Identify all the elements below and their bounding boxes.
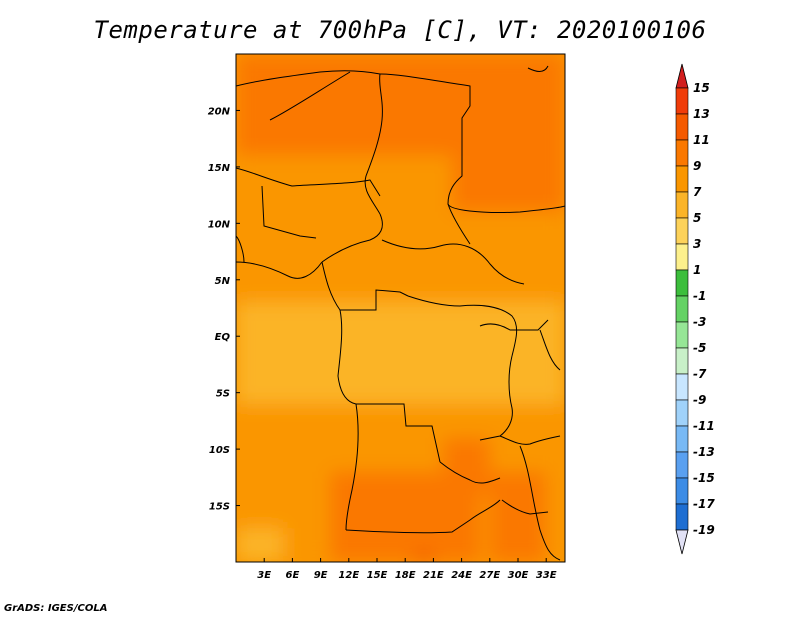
colorbar-label: 11 (693, 133, 710, 147)
colorbar-label: -5 (693, 341, 706, 355)
colorbar-segment (675, 425, 689, 453)
x-tick-label: 15E (367, 570, 388, 581)
colorbar-label: 13 (693, 107, 710, 121)
colorbar-segment (675, 321, 689, 349)
y-tick-label: 15S (209, 502, 230, 513)
region-south-hot-spot (414, 550, 434, 562)
x-tick-label: 24E (451, 570, 472, 581)
x-tick-label: 18E (395, 570, 416, 581)
colorbar-label: -3 (693, 315, 706, 329)
colorbar-label: -15 (693, 471, 715, 485)
x-tick-label: 33E (536, 570, 557, 581)
colorbar-label: -11 (693, 419, 715, 433)
region-congo-cool (339, 313, 406, 371)
y-axis: 20N 15N 10N 5N EQ 5S 10S 15S (208, 106, 240, 513)
colorbar-segment (675, 477, 689, 505)
colorbar-segment (675, 217, 689, 245)
y-tick-label: 5N (215, 276, 231, 287)
colorbar-segment (675, 503, 689, 531)
colorbar: 15 13 11 9 7 5 3 1 -1 -3 -5 -7 -9 -11 -13 -15 -17 -19 (675, 63, 715, 555)
colorbar-segment (675, 295, 689, 323)
colorbar-segment (675, 113, 689, 141)
y-tick-label: 5S (216, 389, 230, 400)
colorbar-label: -7 (693, 367, 707, 381)
x-tick-label: 6E (286, 570, 300, 581)
colorbar-label: -17 (693, 497, 715, 511)
colorbar-segment (675, 399, 689, 427)
y-tick-label: 10S (209, 445, 230, 456)
colorbar-segment (675, 451, 689, 479)
colorbar-segment (675, 243, 689, 271)
y-tick-label: EQ (215, 332, 231, 343)
colorbar-label: 15 (693, 81, 710, 95)
map-frame (235, 53, 566, 563)
colorbar-segment (675, 139, 689, 167)
colorbar-label: 1 (693, 263, 701, 277)
x-tick-label: 12E (338, 570, 359, 581)
colorbar-label: -13 (693, 445, 715, 459)
colorbar-label: 5 (693, 211, 701, 225)
grads-credit: GrADS: IGES/COLA (4, 603, 108, 614)
x-tick-label: 27E (479, 570, 500, 581)
colorbar-under-arrow (675, 529, 689, 555)
region-mozambique-warm (489, 471, 547, 562)
x-tick-label: 30E (508, 570, 529, 581)
colorbar-over-arrow (675, 63, 689, 89)
region-atlantic-cool (236, 528, 283, 562)
temperature-field (236, 54, 565, 562)
x-axis: 3E 6E 9E 12E 15E 18E 21E 24E 27E 30E 33E (257, 558, 557, 581)
colorbar-segment (675, 373, 689, 401)
colorbar-segment (675, 165, 689, 193)
x-tick-label: 9E (314, 570, 328, 581)
colorbar-segment (675, 191, 689, 219)
colorbar-label: 9 (693, 159, 701, 173)
y-tick-label: 20N (208, 106, 231, 117)
colorbar-label: -9 (693, 393, 706, 407)
y-tick-label: 10N (208, 219, 231, 230)
y-tick-label: 15N (208, 163, 231, 174)
colorbar-label: -19 (693, 523, 715, 537)
chart-title: Temperature at 700hPa [C], VT: 202010010… (93, 16, 707, 44)
colorbar-segment (675, 87, 689, 115)
x-tick-label: 21E (423, 570, 444, 581)
region-zambezi-warm (442, 437, 490, 495)
country-borders (236, 65, 565, 561)
region-east-north-warm (452, 99, 565, 213)
x-tick-label: 3E (257, 570, 271, 581)
colorbar-label: 7 (693, 185, 702, 199)
colorbar-segment (675, 269, 689, 297)
colorbar-segment (675, 347, 689, 375)
colorbar-label: 3 (693, 237, 701, 251)
colorbar-label: -1 (693, 289, 706, 303)
